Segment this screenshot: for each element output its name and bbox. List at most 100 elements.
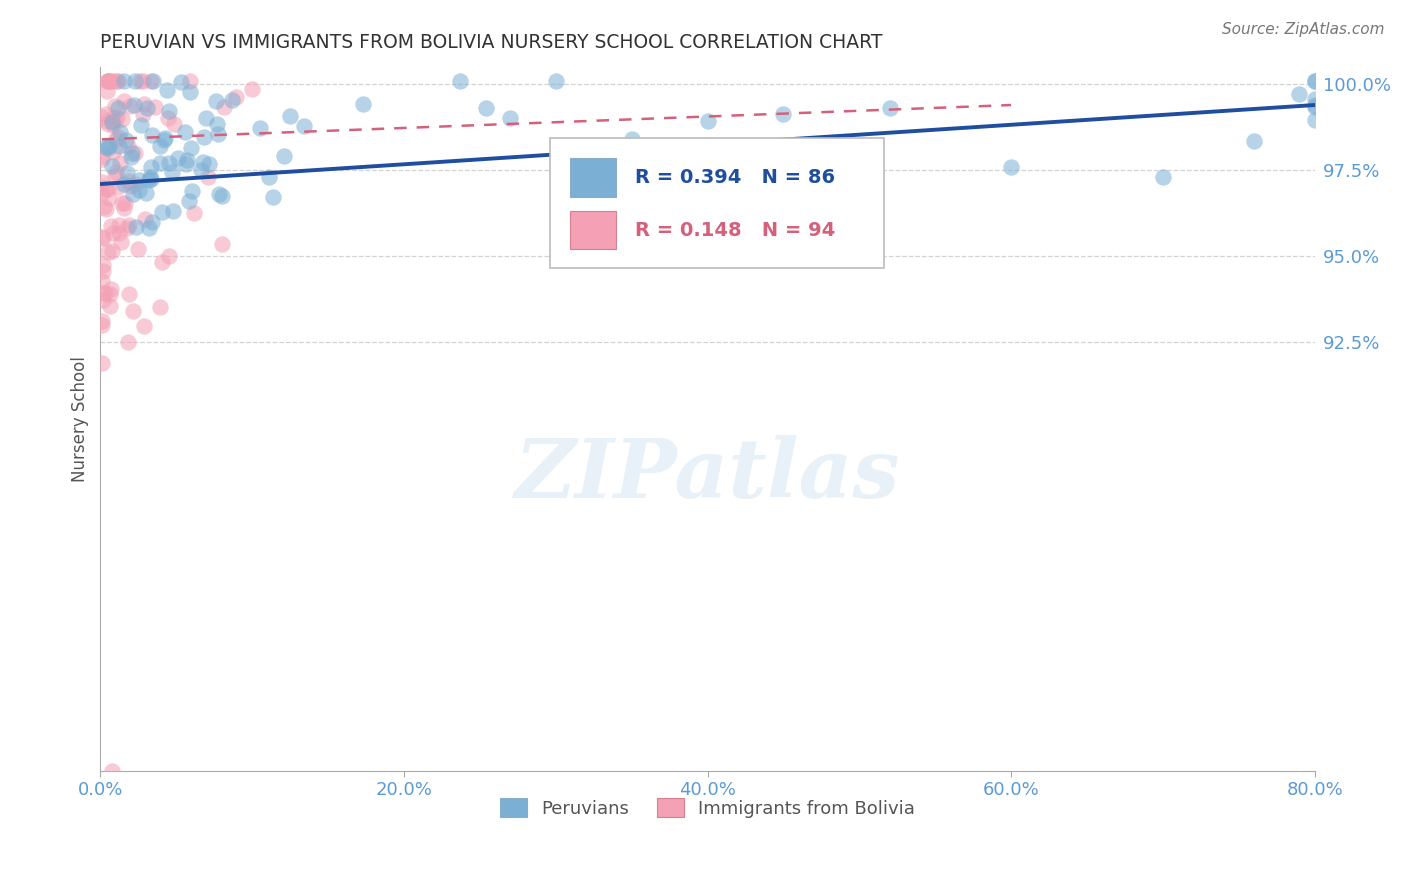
Point bbox=[150, 204, 173, 219]
Point bbox=[122, 304, 145, 318]
Point bbox=[114, 195, 136, 210]
Point bbox=[115, 166, 138, 180]
Point bbox=[118, 99, 141, 113]
Point bbox=[93, 258, 115, 272]
Point bbox=[101, 115, 124, 129]
Point bbox=[139, 161, 162, 175]
Point bbox=[128, 183, 150, 197]
Point bbox=[90, 318, 112, 332]
Point bbox=[138, 173, 160, 187]
Point bbox=[103, 119, 125, 133]
Point bbox=[208, 187, 231, 202]
Point bbox=[129, 118, 152, 132]
Point bbox=[108, 218, 131, 232]
Point bbox=[179, 74, 201, 88]
Point bbox=[125, 219, 148, 234]
Text: Source: ZipAtlas.com: Source: ZipAtlas.com bbox=[1222, 22, 1385, 37]
Point bbox=[157, 111, 180, 125]
Point bbox=[124, 177, 146, 191]
Point bbox=[207, 127, 229, 141]
Point bbox=[157, 156, 180, 170]
Point bbox=[96, 113, 118, 128]
Point bbox=[212, 100, 235, 114]
Y-axis label: Nursery School: Nursery School bbox=[72, 356, 89, 482]
Point bbox=[105, 111, 128, 125]
Point bbox=[97, 141, 120, 155]
Point bbox=[90, 186, 112, 200]
Point bbox=[696, 114, 718, 128]
Point bbox=[90, 149, 112, 163]
Point bbox=[183, 206, 205, 220]
Point bbox=[1000, 160, 1022, 174]
Point bbox=[90, 180, 112, 194]
Point bbox=[205, 94, 228, 108]
Point bbox=[104, 169, 127, 183]
Point bbox=[111, 112, 134, 126]
Point bbox=[176, 153, 198, 167]
Point bbox=[94, 140, 117, 154]
Point bbox=[449, 74, 471, 88]
Point bbox=[1303, 92, 1326, 106]
Point bbox=[225, 90, 247, 104]
Point bbox=[292, 119, 315, 133]
Text: R = 0.148   N = 94: R = 0.148 N = 94 bbox=[634, 220, 835, 240]
Point bbox=[105, 74, 128, 88]
Point bbox=[166, 151, 188, 165]
Point bbox=[142, 74, 165, 88]
Point bbox=[132, 74, 155, 88]
Point bbox=[98, 74, 121, 88]
Point bbox=[141, 128, 163, 143]
Point bbox=[91, 285, 114, 300]
Point bbox=[180, 141, 202, 155]
FancyBboxPatch shape bbox=[550, 137, 883, 268]
Point bbox=[240, 82, 263, 96]
Point bbox=[181, 184, 204, 198]
Point bbox=[1303, 112, 1326, 127]
Point bbox=[149, 301, 172, 315]
Point bbox=[117, 174, 139, 188]
Point bbox=[100, 282, 122, 296]
Text: ZIPatlas: ZIPatlas bbox=[515, 435, 900, 516]
Point bbox=[141, 215, 163, 229]
Point bbox=[112, 74, 135, 88]
Text: PERUVIAN VS IMMIGRANTS FROM BOLIVIA NURSERY SCHOOL CORRELATION CHART: PERUVIAN VS IMMIGRANTS FROM BOLIVIA NURS… bbox=[100, 33, 883, 52]
Point bbox=[90, 175, 112, 189]
Point bbox=[124, 74, 146, 88]
Point bbox=[1152, 170, 1174, 185]
Point bbox=[97, 74, 120, 88]
Point bbox=[772, 106, 794, 120]
Point bbox=[221, 93, 243, 107]
Point bbox=[179, 85, 201, 99]
Point bbox=[249, 120, 271, 135]
Point bbox=[104, 114, 127, 128]
Point bbox=[134, 212, 156, 227]
Point bbox=[620, 132, 643, 146]
Point bbox=[134, 319, 156, 334]
Point bbox=[1303, 98, 1326, 112]
Point bbox=[97, 244, 120, 259]
Point bbox=[107, 101, 129, 115]
Point bbox=[110, 235, 132, 249]
Point bbox=[94, 286, 117, 301]
Point bbox=[118, 286, 141, 301]
Point bbox=[191, 155, 214, 169]
Point bbox=[112, 201, 135, 215]
Point bbox=[1288, 87, 1310, 101]
Point bbox=[101, 244, 124, 258]
Point bbox=[101, 226, 124, 240]
Point bbox=[211, 237, 233, 252]
Point bbox=[91, 356, 114, 370]
Point bbox=[1303, 100, 1326, 114]
Point bbox=[91, 231, 114, 245]
Point bbox=[132, 106, 155, 120]
Point bbox=[97, 74, 120, 88]
Point bbox=[121, 146, 143, 161]
Point bbox=[103, 145, 125, 160]
Point bbox=[112, 178, 135, 192]
Point bbox=[156, 83, 179, 97]
Legend: Peruvians, Immigrants from Bolivia: Peruvians, Immigrants from Bolivia bbox=[494, 791, 922, 825]
Point bbox=[107, 180, 129, 194]
Point bbox=[1243, 134, 1265, 148]
Point bbox=[90, 314, 112, 328]
Point bbox=[98, 192, 121, 206]
